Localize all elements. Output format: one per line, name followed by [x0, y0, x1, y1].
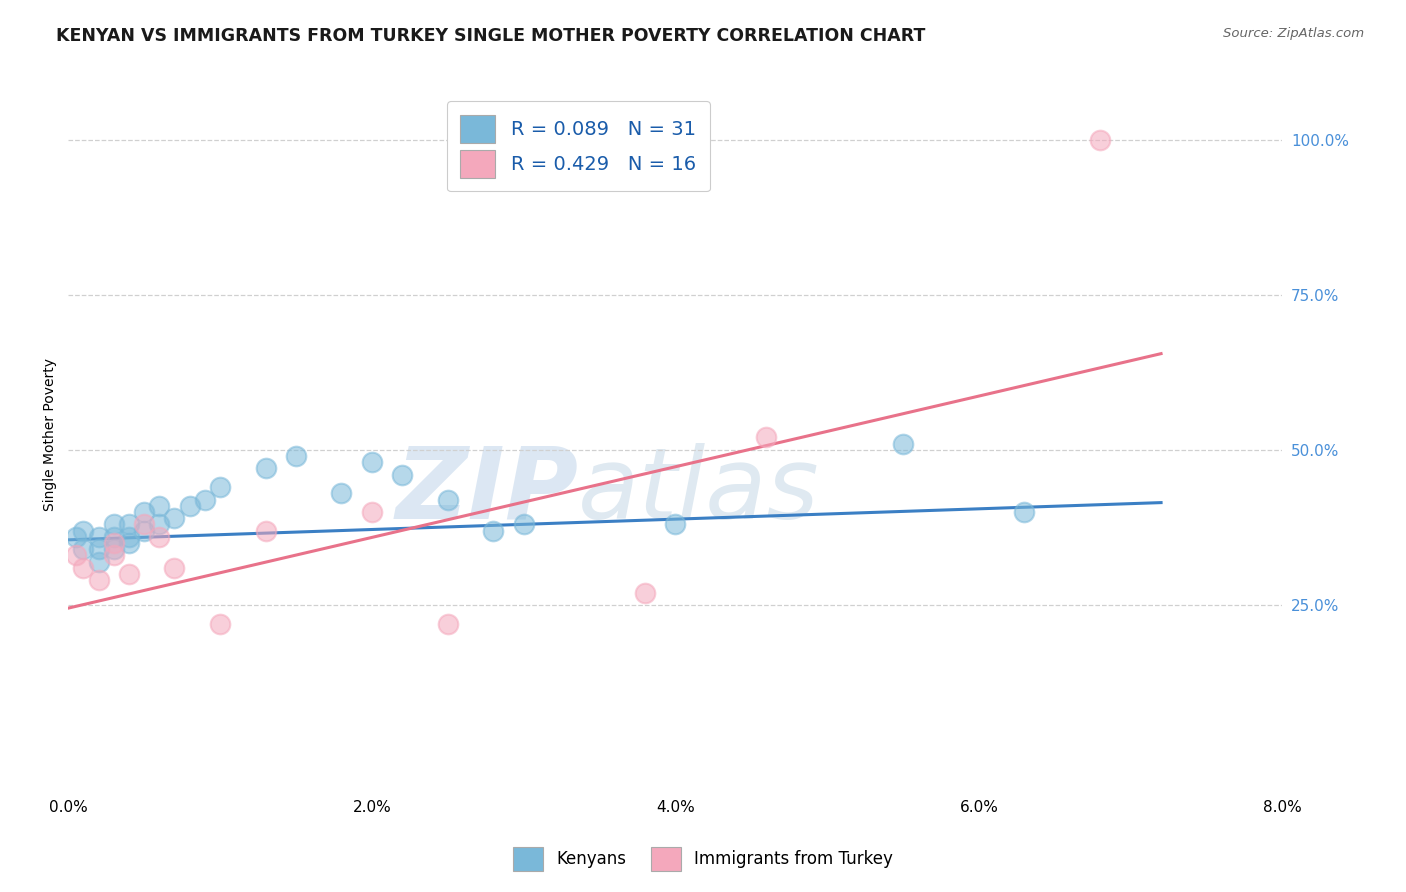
Point	[87, 573, 110, 587]
Point	[664, 517, 686, 532]
Point	[72, 524, 94, 538]
Text: Source: ZipAtlas.com: Source: ZipAtlas.com	[1223, 27, 1364, 40]
Point	[148, 517, 170, 532]
Point	[65, 530, 87, 544]
Point	[118, 566, 141, 581]
Point	[1090, 132, 1112, 146]
Y-axis label: Single Mother Poverty: Single Mother Poverty	[44, 358, 58, 511]
Point	[163, 561, 186, 575]
Point	[148, 499, 170, 513]
Point	[72, 561, 94, 575]
Point	[436, 616, 458, 631]
Point	[208, 616, 231, 631]
Text: KENYAN VS IMMIGRANTS FROM TURKEY SINGLE MOTHER POVERTY CORRELATION CHART: KENYAN VS IMMIGRANTS FROM TURKEY SINGLE …	[56, 27, 925, 45]
Point	[103, 517, 125, 532]
Point	[87, 555, 110, 569]
Legend: Kenyans, Immigrants from Turkey: Kenyans, Immigrants from Turkey	[505, 839, 901, 880]
Point	[482, 524, 505, 538]
Point	[755, 430, 778, 444]
Point	[436, 492, 458, 507]
Point	[284, 449, 307, 463]
Point	[134, 517, 156, 532]
Point	[87, 530, 110, 544]
Point	[360, 505, 382, 519]
Point	[208, 480, 231, 494]
Point	[330, 486, 353, 500]
Point	[118, 530, 141, 544]
Point	[891, 436, 914, 450]
Point	[391, 467, 413, 482]
Point	[1014, 505, 1036, 519]
Point	[87, 542, 110, 557]
Point	[134, 505, 156, 519]
Point	[72, 542, 94, 557]
Point	[103, 549, 125, 563]
Legend: R = 0.089   N = 31, R = 0.429   N = 16: R = 0.089 N = 31, R = 0.429 N = 16	[447, 102, 710, 192]
Point	[65, 549, 87, 563]
Point	[254, 461, 277, 475]
Text: ZIP: ZIP	[395, 443, 578, 540]
Point	[179, 499, 201, 513]
Point	[512, 517, 534, 532]
Text: atlas: atlas	[578, 443, 820, 540]
Point	[634, 585, 657, 599]
Point	[163, 511, 186, 525]
Point	[148, 530, 170, 544]
Point	[194, 492, 217, 507]
Point	[360, 455, 382, 469]
Point	[118, 536, 141, 550]
Point	[103, 536, 125, 550]
Point	[134, 524, 156, 538]
Point	[103, 530, 125, 544]
Point	[118, 517, 141, 532]
Point	[103, 542, 125, 557]
Point	[254, 524, 277, 538]
